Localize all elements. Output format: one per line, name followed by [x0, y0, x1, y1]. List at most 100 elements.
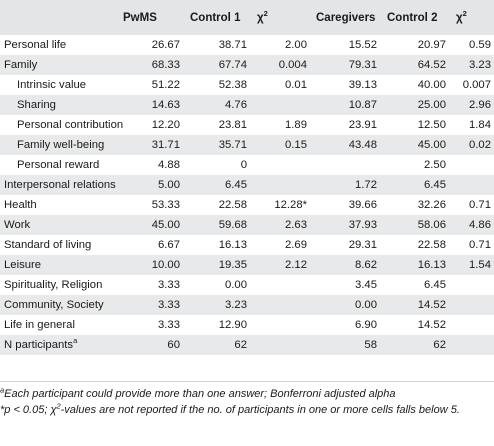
row-label-text: Leisure	[4, 259, 42, 271]
row-label-text: Interpersonal relations	[4, 179, 116, 191]
cell-control1: 0	[240, 159, 247, 171]
cell-caregivers: 29.31	[348, 239, 377, 251]
cell-control1: 0.00	[225, 279, 247, 291]
cell-control2: 40.00	[417, 79, 446, 91]
cell-pwms: 6.67	[158, 239, 180, 251]
cell-caregivers: 8.62	[355, 259, 377, 271]
cell-control2: 25.00	[417, 99, 446, 111]
cell-control2: 45.00	[417, 139, 446, 151]
row-label-text: Intrinsic value	[17, 79, 87, 91]
cell-chi1	[251, 175, 310, 195]
cell-control2: 62	[433, 339, 446, 351]
row-label: Personal reward	[0, 155, 117, 175]
table-row: Work 45.00 59.68 2.63 37.93 58.06 4.86	[0, 215, 494, 235]
cell-pwms: 26.67	[151, 39, 180, 51]
cell-chi1	[251, 315, 310, 335]
row-label-text: Personal reward	[17, 159, 100, 171]
table-row: Standard of living 6.67 16.13 2.69 29.31 22.5…	[0, 235, 494, 255]
cell-chi2	[450, 295, 494, 315]
table-row: Personal life 26.67 38.71 2.00 15.52 20.97 0.5…	[0, 35, 494, 55]
header-control2: Control 2	[387, 11, 438, 24]
cell-control1: 22.58	[218, 199, 247, 211]
cell-chi1: 1.89	[285, 119, 307, 131]
footnote-star-text: *p < 0.05; χ	[0, 404, 57, 416]
header-chi2: χ2	[450, 0, 494, 35]
cell-control1: 52.38	[218, 79, 247, 91]
footnote-star: *p < 0.05; χ2-values are not reported if…	[0, 402, 494, 418]
cell-caregivers: 58	[364, 339, 377, 351]
footnote-a-text: Each participant could provide more than…	[4, 388, 396, 400]
cell-control1: 62	[234, 339, 247, 351]
row-label: N participantsa	[0, 335, 117, 355]
cell-control2: 14.52	[417, 299, 446, 311]
footnote-star-sup: 2	[56, 401, 61, 411]
cell-caregivers: 10.87	[348, 99, 377, 111]
table-row: N participantsa 60 62 58 62	[0, 335, 494, 355]
table-row: Personal contribution 12.20 23.81 1.89 23.91…	[0, 115, 494, 135]
table-body: Personal life 26.67 38.71 2.00 15.52 20.97 0.5…	[0, 35, 494, 355]
cell-chi2	[450, 315, 494, 335]
cell-pwms: 3.33	[158, 319, 180, 331]
cell-chi1: 2.12	[285, 259, 307, 271]
cell-chi2: 1.84	[469, 119, 491, 131]
cell-chi1: 2.63	[285, 219, 307, 231]
cell-chi1: 0.01	[285, 79, 307, 91]
header-chi1: χ2	[251, 0, 310, 35]
table-footnotes: aEach participant could provide more tha…	[0, 381, 494, 446]
row-label: Family well-being	[0, 135, 117, 155]
cell-pwms: 53.33	[151, 199, 180, 211]
row-label-text: Health	[4, 199, 37, 211]
table-row: Family 68.33 67.74 0.004 79.31 64.52 3.23	[0, 55, 494, 75]
cell-chi2	[450, 335, 494, 355]
cell-control2: 12.50	[417, 119, 446, 131]
cell-chi2: 0.02	[469, 139, 491, 151]
header-chi1-symbol: χ	[257, 11, 264, 24]
cell-chi1	[251, 275, 310, 295]
table-header-row: PwMS Control 1 χ2 Caregivers Control 2 χ…	[0, 0, 494, 35]
cell-control1: 19.35	[218, 259, 247, 271]
cell-caregivers: 43.48	[348, 139, 377, 151]
table-row: Sharing 14.63 4.76 10.87 25.00 2.96	[0, 95, 494, 115]
cell-chi1: 0.004	[278, 59, 307, 71]
row-label-text: Sharing	[17, 99, 56, 111]
header-chi2-sup: 2	[462, 8, 467, 18]
cell-pwms: 51.22	[151, 79, 180, 91]
footnote-a-marker: a	[0, 385, 5, 395]
cell-chi1	[251, 155, 310, 175]
row-label: Community, Society	[0, 295, 117, 315]
row-label-text: Personal contribution	[17, 119, 124, 131]
cell-chi1: 0.15	[285, 139, 307, 151]
table-row: Community, Society 3.33 3.23 0.00 14.52	[0, 295, 494, 315]
row-label-text: Personal life	[4, 39, 67, 51]
cell-control1: 38.71	[218, 39, 247, 51]
cell-control2: 58.06	[417, 219, 446, 231]
cell-chi2	[450, 155, 494, 175]
row-label: Personal contribution	[0, 115, 123, 135]
row-label-text: N participants	[4, 339, 74, 351]
cell-caregivers: 23.91	[348, 119, 377, 131]
cell-chi2	[450, 275, 494, 295]
table-row: Intrinsic value 51.22 52.38 0.01 39.13 40.00 0…	[0, 75, 494, 95]
table-row: Health 53.33 22.58 12.28* 39.66 32.26 0.71	[0, 195, 494, 215]
cell-control2: 6.45	[424, 279, 446, 291]
row-label: Spirituality, Religion	[0, 275, 117, 295]
cell-control2: 64.52	[417, 59, 446, 71]
cell-pwms: 68.33	[151, 59, 180, 71]
row-label-text: Community, Society	[4, 299, 104, 311]
cell-control1: 12.90	[218, 319, 247, 331]
row-label: Family	[0, 55, 117, 75]
table-row: Family well-being 31.71 35.71 0.15 43.48 45.0…	[0, 135, 494, 155]
cell-control1: 4.76	[225, 99, 247, 111]
footnote-a: aEach participant could provide more tha…	[0, 386, 494, 402]
cell-chi1: 2.00	[285, 39, 307, 51]
cell-chi2	[450, 175, 494, 195]
cell-control1: 16.13	[218, 239, 247, 251]
cell-chi2: 0.007	[462, 79, 491, 91]
cell-control2: 32.26	[417, 199, 446, 211]
table-row: Personal reward 4.88 0 2.50	[0, 155, 494, 175]
row-label: Sharing	[0, 95, 117, 115]
cell-control2: 2.50	[424, 159, 446, 171]
cell-chi1	[251, 295, 310, 315]
row-label: Personal life	[0, 35, 117, 55]
row-label-text: Family	[4, 59, 38, 71]
